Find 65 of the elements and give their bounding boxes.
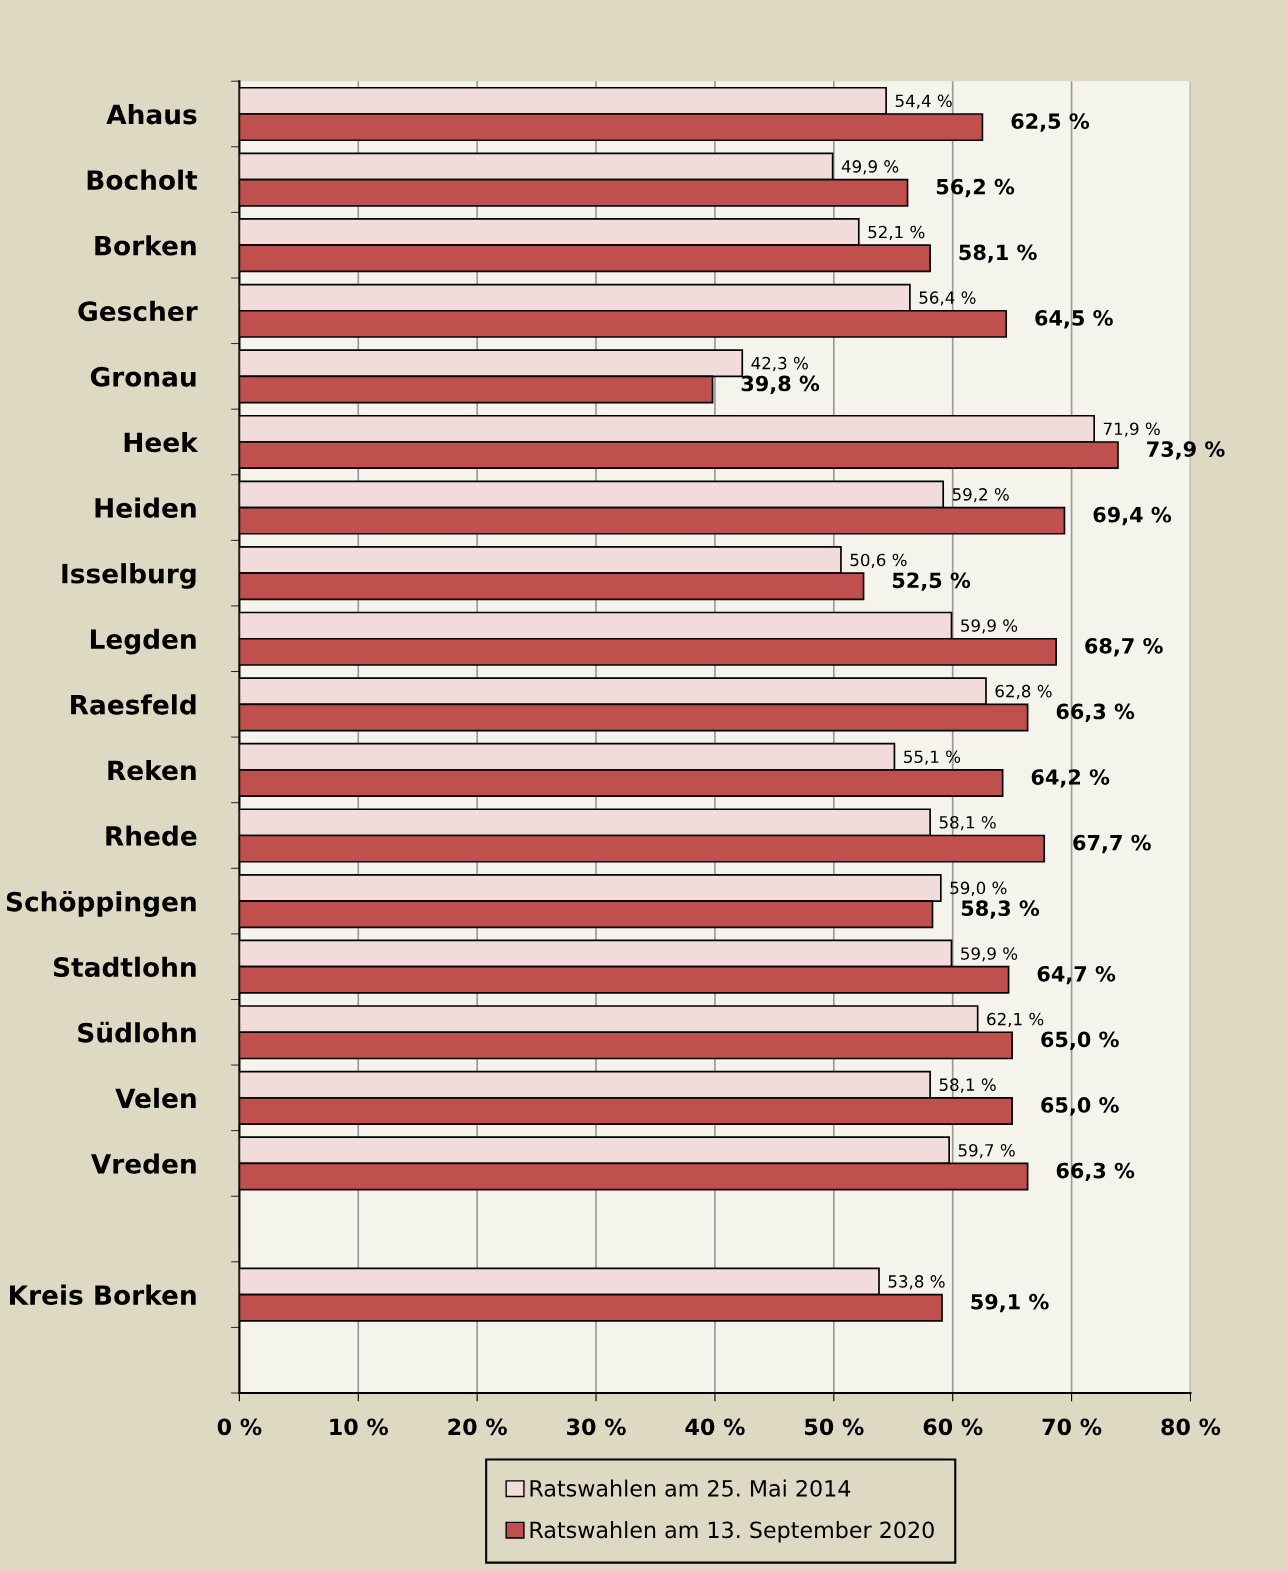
data-label: 71,9 % <box>1103 422 1160 437</box>
data-label: 62,5 % <box>1011 113 1090 132</box>
data-label: 55,1 % <box>904 750 961 765</box>
y-tick-label: Velen <box>115 1087 196 1109</box>
data-label: 53,8 % <box>888 1275 945 1290</box>
y-tick-label: Ahaus <box>106 103 197 125</box>
data-label: 58,1 % <box>939 816 996 831</box>
y-tick-label: Reken <box>108 759 196 781</box>
data-label: 58,1 % <box>939 1078 996 1093</box>
y-tick-label: Stadtlohn <box>53 956 196 978</box>
legend-label: Ratswahlen am 25. Mai 2014 <box>530 1479 851 1497</box>
data-label: 50,6 % <box>850 553 907 568</box>
data-label: 52,1 % <box>868 225 925 240</box>
data-label: 59,0 % <box>950 881 1007 896</box>
data-label: 62,8 % <box>995 684 1052 700</box>
data-label: 56,4 % <box>919 291 976 306</box>
data-label: 59,9 % <box>961 619 1018 634</box>
y-tick-label: Borken <box>95 235 196 256</box>
y-tick-label: Gronau <box>90 366 196 387</box>
legend-label: Ratswahlen am 13. September 2020 <box>530 1521 934 1543</box>
y-tick-label: Südlohn <box>78 1021 196 1043</box>
data-label: 58,1 % <box>959 244 1037 263</box>
data-label: 73,9 % <box>1147 441 1225 460</box>
data-label: 59,2 % <box>952 488 1009 503</box>
data-label: 69,4 % <box>1093 506 1172 526</box>
x-tick-label: 70 % <box>1042 1418 1102 1436</box>
data-label: 59,7 % <box>958 1143 1015 1159</box>
data-label: 52,5 % <box>892 572 971 591</box>
data-label: 68,7 % <box>1085 637 1163 657</box>
data-label: 67,7 % <box>1073 834 1151 854</box>
data-label: 54,4 % <box>895 94 952 109</box>
y-tick-label: Legden <box>90 628 196 655</box>
data-label: 64,7 % <box>1037 965 1116 985</box>
data-label: 59,1 % <box>971 1293 1049 1313</box>
data-label: 59,9 % <box>961 947 1018 962</box>
data-label: 49,9 % <box>841 160 899 175</box>
data-label: 62,1 % <box>987 1012 1044 1028</box>
y-tick-label: Isselburg <box>62 563 196 589</box>
x-tick-label: 20 % <box>448 1418 507 1436</box>
data-label: 56,2 % <box>936 178 1015 198</box>
y-tick-label: Kreis Borken <box>10 1284 196 1306</box>
x-tick-label: 60 % <box>923 1418 983 1436</box>
x-tick-label: 10 % <box>330 1418 389 1436</box>
data-label: 66,3 % <box>1056 703 1135 722</box>
y-tick-label: Bocholt <box>87 169 198 191</box>
data-label: 58,3 % <box>961 900 1040 919</box>
data-label: 65,0 % <box>1041 1097 1119 1116</box>
y-tick-label: Schöppingen <box>6 890 196 917</box>
y-tick-label: Heek <box>124 431 199 453</box>
y-tick-label: Vreden <box>90 1153 196 1174</box>
y-tick-label: Raesfeld <box>71 694 196 715</box>
data-label: 64,5 % <box>1035 310 1113 329</box>
x-tick-label: 40 % <box>685 1418 745 1436</box>
x-tick-label: 0 % <box>217 1418 262 1436</box>
data-label: 65,0 % <box>1041 1031 1119 1050</box>
x-tick-label: 30 % <box>567 1418 626 1436</box>
data-label: 39,8 % <box>741 375 820 395</box>
x-tick-label: 50 % <box>805 1418 864 1436</box>
data-label: 42,3 % <box>751 356 808 372</box>
data-label: 64,2 % <box>1031 769 1110 788</box>
x-tick-label: 80 % <box>1161 1418 1221 1436</box>
y-tick-label: Gescher <box>78 300 198 322</box>
data-label: 66,3 % <box>1056 1162 1135 1182</box>
y-tick-label: Rhede <box>106 825 197 846</box>
y-tick-label: Heiden <box>95 497 196 518</box>
